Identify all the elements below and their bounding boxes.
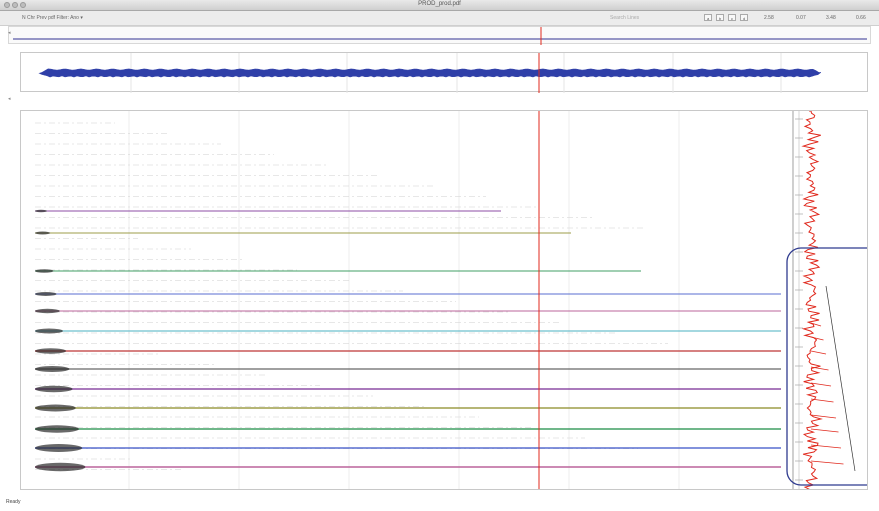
toolbar-button-d[interactable]: d [740, 14, 749, 21]
signal-spike [810, 336, 824, 341]
trace-onset-blob [35, 348, 67, 354]
trace-onset-blob [35, 292, 57, 296]
timeline-scrollbar-graphic [13, 27, 867, 45]
trace-onset-blob [35, 366, 70, 372]
trace-onset-blob [35, 444, 83, 452]
timeline-scrollbar[interactable] [8, 26, 871, 45]
signal-spike [810, 366, 829, 371]
right-signal-strip [801, 111, 823, 489]
zoom-window-button[interactable] [20, 2, 26, 8]
overview-waveform-trace [38, 68, 822, 78]
signal-spike [810, 414, 837, 419]
toolbar-button-b[interactable]: b [716, 14, 725, 21]
overview-waveform-panel[interactable] [20, 52, 868, 93]
trace-onset-blob [35, 425, 79, 433]
trace-onset-blob [35, 231, 51, 235]
toolbar-button-a[interactable]: a [704, 14, 713, 21]
toolbar-filter-text[interactable]: N Chr Prev pdf Filter: Ano ▾ [22, 15, 83, 21]
overview-waveform [38, 53, 822, 93]
readout-2: 0.07 [796, 15, 806, 21]
minimize-window-button[interactable] [12, 2, 18, 8]
left-marker-2: ◂ [8, 96, 11, 102]
signal-spike [810, 460, 844, 465]
signal-spike [810, 398, 834, 403]
trace-onset-blob [35, 308, 60, 314]
readout-3: 3.48 [826, 15, 836, 21]
trace-plot-panel[interactable] [20, 110, 868, 490]
toolbar-button-c[interactable]: c [728, 14, 736, 21]
trace-plot [35, 111, 867, 489]
left-marker-1: ◂ [8, 30, 11, 36]
readout-1: 2.58 [764, 15, 774, 21]
search-input[interactable]: Search Lines [610, 15, 640, 21]
trace-onset-blob [35, 385, 73, 393]
trace-onset-blob [35, 462, 86, 472]
status-text: Ready [6, 499, 21, 505]
window-title: PROD_prod.pdf [418, 1, 461, 7]
trace-onset-blob [35, 328, 63, 334]
readout-4: 0.66 [856, 15, 866, 21]
signal-spike [810, 382, 832, 387]
signal-spike [810, 322, 822, 327]
close-window-button[interactable] [4, 2, 10, 8]
trace-onset-blob [35, 404, 76, 412]
highlight-callout [786, 247, 867, 486]
signal-spike [810, 444, 842, 449]
signal-spike [810, 350, 827, 355]
callout-pointer [825, 285, 856, 472]
title-bar[interactable]: PROD_prod.pdf [0, 0, 879, 11]
signal-spike [810, 428, 839, 433]
trace-onset-blob [35, 209, 47, 213]
toolbar: N Chr Prev pdf Filter: Ano ▾ Search Line… [0, 11, 879, 26]
trace-onset-blob [35, 269, 54, 273]
